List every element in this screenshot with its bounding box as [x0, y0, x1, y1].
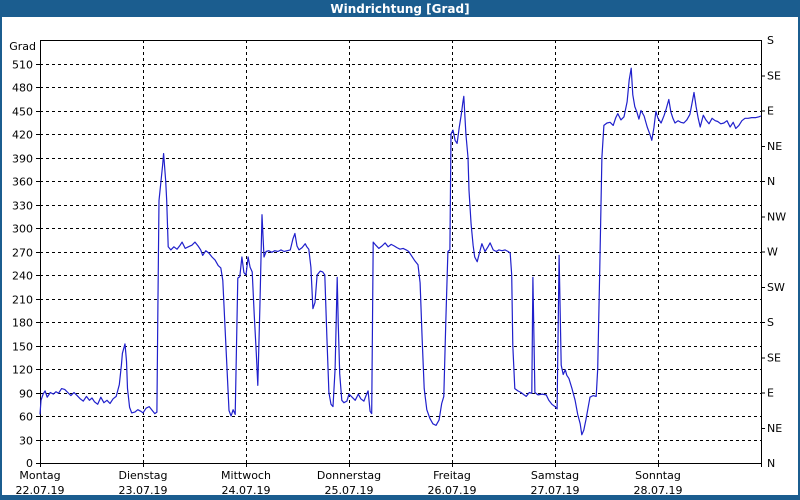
y-axis-tick-label: 360 — [12, 176, 33, 189]
day-name-label: Freitag — [433, 469, 471, 482]
day-date-label: 27.07.19 — [531, 484, 580, 496]
compass-label: S — [767, 316, 774, 329]
compass-label: NE — [767, 422, 782, 435]
y-axis-unit-label: Grad — [9, 40, 36, 53]
compass-label: E — [767, 105, 774, 118]
day-name-label: Mittwoch — [221, 469, 271, 482]
y-axis-tick-label: 0 — [26, 457, 33, 470]
y-axis-tick-label: 450 — [12, 106, 33, 119]
y-axis-tick-label: 90 — [19, 388, 33, 401]
y-axis-tick-label: 330 — [12, 200, 33, 213]
y-axis-tick-label: 210 — [12, 294, 33, 307]
y-axis-tick-label: 120 — [12, 364, 33, 377]
day-name-label: Donnerstag — [317, 469, 381, 482]
wind-direction-chart: 30 60 90 120 150 180 210 240 270 300 330 360 390 420 4… — [9, 34, 786, 496]
y-axis-tick-label: 180 — [12, 317, 33, 330]
plot-border — [40, 40, 762, 464]
day-date-label: 26.07.19 — [428, 484, 477, 496]
day-name-label: Sonntag — [635, 469, 681, 482]
day-name-label: Montag — [19, 469, 60, 482]
y-axis-tick-label: 60 — [19, 411, 33, 424]
day-name-label: Samstag — [531, 469, 579, 482]
compass-label: N — [767, 175, 775, 188]
day-date-label: 25.07.19 — [325, 484, 374, 496]
compass-label: W — [767, 246, 778, 259]
y-axis-tick-label: 300 — [12, 223, 33, 236]
window-border-left — [0, 0, 2, 500]
compass-label: S — [767, 34, 774, 47]
compass-label: NW — [767, 210, 786, 223]
day-date-label: 23.07.19 — [119, 484, 168, 496]
y-axis-tick-label: 420 — [12, 129, 33, 142]
day-name-label: Dienstag — [118, 469, 167, 482]
wind-direction-line — [39, 67, 762, 436]
compass-label: NE — [767, 140, 782, 153]
compass-label: N — [767, 457, 775, 470]
y-axis-tick-label: 30 — [19, 435, 33, 448]
y-axis-tick-label: 240 — [12, 270, 33, 283]
window-border-right — [798, 0, 800, 500]
compass-label: SW — [767, 281, 785, 294]
window-title: Windrichtung [Grad] — [330, 1, 470, 16]
y-axis-tick-label: 270 — [12, 247, 33, 260]
day-date-label: 22.07.19 — [16, 484, 65, 496]
day-date-label: 24.07.19 — [222, 484, 271, 496]
compass-label: SE — [767, 351, 781, 364]
window-title-bar[interactable]: Windrichtung [Grad] — [0, 0, 800, 17]
day-date-label: 28.07.19 — [634, 484, 683, 496]
y-axis-tick-label: 510 — [12, 59, 33, 72]
y-axis-tick-label: 390 — [12, 153, 33, 166]
window-border-bottom — [0, 495, 800, 500]
y-axis-tick-label: 150 — [12, 341, 33, 354]
y-axis-tick-label: 480 — [12, 82, 33, 95]
compass-label: SE — [767, 69, 781, 82]
compass-label: E — [767, 387, 774, 400]
